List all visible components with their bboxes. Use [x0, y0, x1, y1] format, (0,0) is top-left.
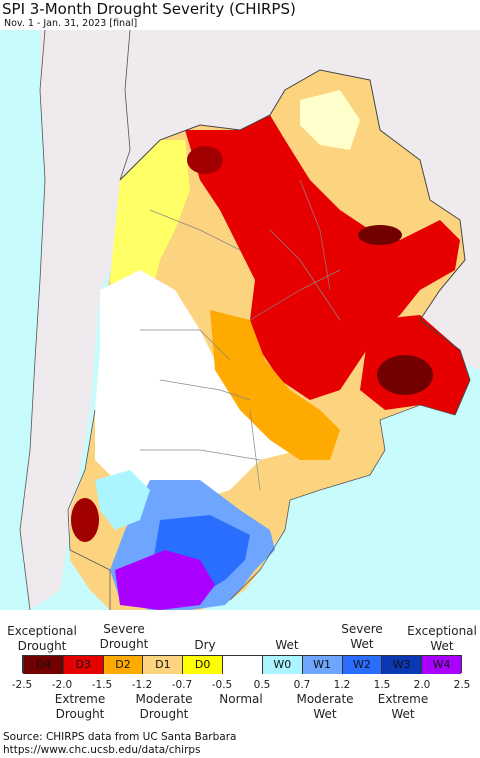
legend-label-moderate-drought: Moderate Drought: [135, 692, 193, 721]
source-url: https://www.chc.ucsb.edu/data/chirps: [3, 744, 201, 756]
legend-tick: -1.2: [131, 679, 153, 691]
region-d2-central: [210, 310, 340, 460]
legend-tick: 2.5: [453, 679, 471, 691]
swatch-d4: D4: [23, 656, 63, 674]
source-note: Source: CHIRPS data from UC Santa Barbar…: [3, 731, 236, 757]
region-normal-north: [300, 90, 360, 150]
swatch-w4: W4: [421, 656, 461, 674]
swatch-normal: [222, 656, 262, 674]
region-d4-northeast: [358, 225, 402, 245]
legend-tick: 2.0: [413, 679, 431, 691]
region-normal-west: [95, 270, 300, 500]
legend-color-bar: D4 D3 D2 D1 D0 W0 W1 W2 W3 W4: [22, 655, 462, 674]
region-d3-central: [185, 115, 460, 400]
legend-tick: -0.5: [211, 679, 233, 691]
legend-label-extreme-drought: Extreme Drought: [54, 692, 106, 721]
legend-label-severe-drought: Severe Drought: [99, 622, 149, 651]
chile-coast: [19, 30, 46, 610]
source-text: Source: CHIRPS data from UC Santa Barbar…: [3, 731, 237, 743]
swatch-d2: D2: [102, 656, 143, 674]
legend-label-extreme-wet: Extreme Wet: [377, 692, 429, 721]
region-d4-south: [71, 498, 99, 542]
map-canvas: [0, 30, 480, 610]
legend-label-dry: Dry: [194, 638, 216, 652]
coastline-east: [229, 404, 456, 601]
swatch-w1: W1: [301, 656, 342, 674]
swatch-w2: W2: [341, 656, 382, 674]
swatch-w3: W3: [381, 656, 422, 674]
swatch-d3: D3: [62, 656, 103, 674]
legend-tick: -2.0: [51, 679, 73, 691]
legend-tick: 1.5: [373, 679, 391, 691]
swatch-d0: D0: [182, 656, 223, 674]
legend-tick: 0.5: [253, 679, 271, 691]
map-subtitle: Nov. 1 - Jan. 31, 2023 [final]: [4, 18, 138, 29]
legend-label-wet: Wet: [275, 638, 299, 652]
coastline-west: [67, 409, 111, 610]
drought-map: [0, 30, 480, 610]
region-w4-south: [115, 550, 215, 610]
legend-label-exceptional-wet: Exceptional Wet: [407, 624, 477, 653]
legend-label-exceptional-drought: Exceptional Drought: [7, 624, 77, 653]
swatch-d1: D1: [142, 656, 183, 674]
province-borders: [140, 179, 341, 491]
legend-tick: -0.7: [171, 679, 193, 691]
legend: Exceptional Drought Severe Drought Dry Wet…: [0, 612, 480, 724]
region-w0-south: [95, 470, 150, 530]
legend-tick: 1.2: [333, 679, 351, 691]
legend-label-normal: Normal: [219, 692, 263, 706]
region-d4-east: [377, 355, 433, 395]
region-d4-north: [187, 146, 223, 174]
legend-label-severe-wet: Severe Wet: [341, 622, 383, 651]
national-borders: [119, 69, 471, 416]
legend-tick: -2.5: [11, 679, 33, 691]
map-title: SPI 3-Month Drought Severity (CHIRPS): [2, 0, 296, 18]
andes-border: [119, 30, 131, 181]
legend-tick: 0.7: [293, 679, 311, 691]
swatch-w0: W0: [261, 656, 302, 674]
legend-label-moderate-wet: Moderate Wet: [296, 692, 354, 721]
legend-tick: -1.5: [91, 679, 113, 691]
